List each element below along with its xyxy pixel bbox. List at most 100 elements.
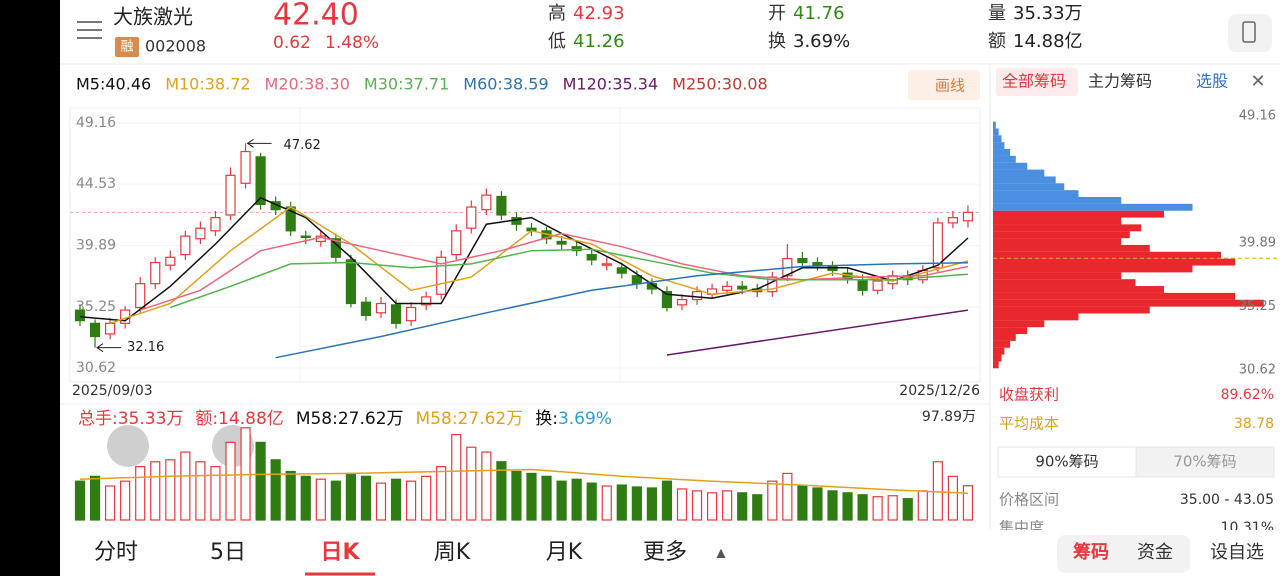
stat-label: 换 [768,31,786,52]
nav-prev[interactable] [107,425,149,467]
candle-body [195,227,206,240]
volume-bar [887,495,898,521]
volume-bar [150,461,161,521]
stat-value: 14.88亿 [1013,31,1083,52]
side-strip [0,0,60,576]
period-tab[interactable]: 5日 [210,540,246,565]
volume-bar [541,475,552,521]
period-tab[interactable]: 分时 [94,540,138,565]
stock-code: 002008 [145,37,206,56]
volume-bar [345,472,356,521]
chip-bar [993,149,1011,156]
volume-bar [706,492,718,521]
volume-bar [421,475,432,521]
chip-bar [993,306,1150,314]
candle-body [616,267,627,274]
range-tab[interactable]: 70%筹码 [1173,453,1236,471]
candle-body [180,235,191,256]
chip-bar [993,299,1264,307]
y-tick-label: 39.89 [76,238,116,254]
panel-tab[interactable]: 全部筹码 [1002,72,1066,91]
menu-icon[interactable] [77,21,102,39]
candle-body [962,211,974,222]
bottom-button[interactable]: 筹码 [1073,541,1109,563]
chip-bar [993,128,999,136]
period-tab[interactable]: 日K [320,540,360,565]
volume-legend: 总手:35.33万 [78,409,183,429]
volume-bar [89,475,101,521]
chip-bar [993,265,1193,273]
candle-body [421,296,432,306]
row-label: 价格区间 [999,491,1059,509]
volume-bar [285,470,296,521]
panel-tab[interactable]: 选股 [1196,72,1228,91]
chip-bar [993,210,1164,218]
chip-bar [993,162,1028,170]
draw-button[interactable]: 画线 [935,77,965,95]
panel-tab[interactable]: 主力筹码 [1088,72,1152,91]
volume-bar [406,480,417,521]
period-tab[interactable]: 月K [546,540,583,565]
stat-value: 42.93 [573,3,625,24]
chip-tick-label: 35.25 [1239,299,1276,314]
chip-bar [993,142,1005,150]
candle-body [737,285,748,290]
volume-bar [646,487,658,521]
volume-bar [315,478,326,521]
candle-body [496,195,507,216]
chip-bar [993,272,1122,280]
ma-line [139,232,969,311]
ma-legend: M10:38.72 [165,75,250,94]
candle-body [89,322,101,338]
candle-body [722,285,733,291]
stat-label: 低 [548,31,566,52]
volume-bar [195,461,206,521]
candle-body [481,194,492,211]
candle-body [932,222,943,269]
chip-tick-label: 30.62 [1239,363,1276,378]
volume-legend: 3.69% [558,409,612,429]
chip-bar [993,183,1065,191]
bottom-button[interactable]: 设自选 [1210,542,1264,563]
candle-body [601,263,612,266]
candle-body [225,174,236,216]
layout-button[interactable] [1228,14,1272,52]
stat-value: 3.69% [793,31,850,52]
volume-bar [135,466,146,521]
stat-value: 89.62% [1221,387,1274,403]
volume-bar [601,485,612,521]
volume-tick-label: 97.89万 [922,409,976,425]
period-tab[interactable]: 周K [434,540,471,565]
volume-bar [872,496,883,521]
stat-value: 41.76 [793,3,845,24]
close-icon[interactable]: ✕ [1250,71,1265,92]
candle-body [451,230,462,256]
period-tab[interactable]: 更多 [643,540,687,565]
volume-bar [104,485,116,521]
bottom-button[interactable]: 资金 [1137,542,1173,563]
volume-bar [631,486,642,521]
candle-body [390,304,402,324]
candle-body [661,291,673,309]
draw-button-bg[interactable] [908,70,980,100]
volume-bar [661,480,673,521]
date-label: 2025/09/03 [72,383,153,399]
range-tab[interactable]: 90%筹码 [1035,453,1098,471]
ma-line [170,248,969,309]
chip-bar [993,217,1122,225]
candle-body [360,301,372,317]
candle-body [857,279,868,291]
chip-bar [993,190,1079,198]
chip-bar [993,258,1236,266]
volume-bar [902,498,913,521]
volume-bar [390,478,402,521]
volume-legend: M58:27.62万 [416,409,524,429]
more-arrow[interactable]: ▲ [716,546,726,560]
volume-bar [180,451,191,521]
arrow [96,343,122,353]
range-tab-active [997,446,1137,478]
ma-line [79,196,969,322]
stat-label: 量 [988,3,1006,24]
